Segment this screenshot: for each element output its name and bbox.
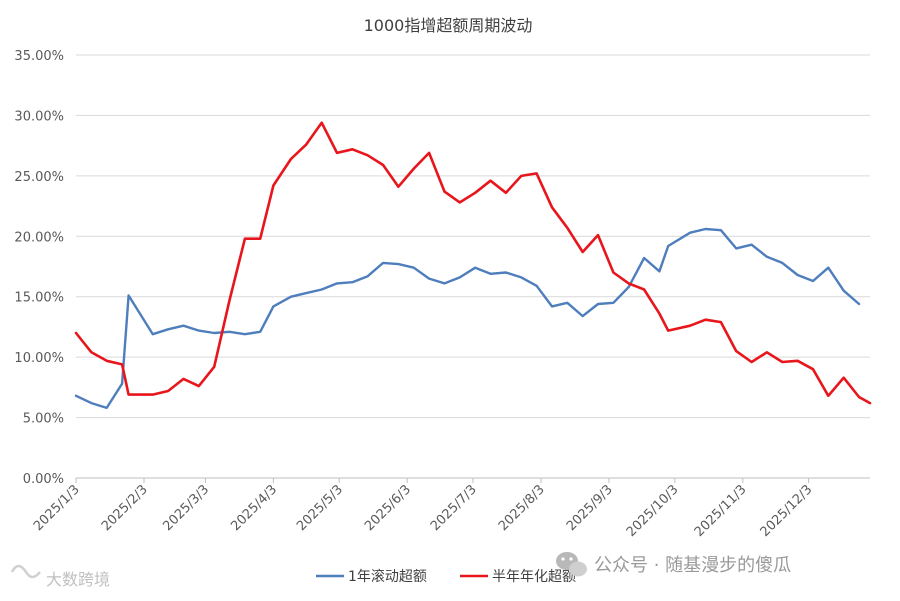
x-tick-label: 2025/2/3 [99,482,151,534]
x-tick-label: 2025/10/3 [624,482,682,540]
y-tick-label: 5.00% [23,412,64,427]
x-tick-label: 2025/9/3 [564,482,616,534]
axes: 0.00% 5.00% 10.00% 15.00% 20.00% 25.00% 30.00%… [14,49,870,540]
y-tick-label: 0.00% [23,472,64,487]
series-line-2 [74,121,872,405]
legend-label-2: 半年年化超额 [492,569,576,585]
x-tick-label: 2025/8/3 [496,482,548,534]
x-tick-label: 2025/7/3 [428,482,480,534]
x-tick-label: 2025/6/3 [362,482,414,534]
corner-logo-icon [10,564,41,579]
wechat-watermark-text: 公众号 · 随基漫步的傻瓜 [594,555,791,576]
series-line-1 [74,227,861,410]
watermark: 公众号 · 随基漫步的傻瓜 大数跨境 [10,552,791,589]
y-tick-label: 30.00% [14,109,64,124]
x-tick-label: 2025/11/3 [692,482,750,540]
x-tick-label: 2025/3/3 [160,482,212,534]
gridlines [76,54,870,419]
legend-label-1: 1年滚动超额 [348,568,427,585]
y-tick-label: 20.00% [14,230,64,245]
x-tick-label: 2025/4/3 [228,482,280,534]
x-tick-label: 2025/12/3 [758,482,816,540]
series-lines [74,121,872,410]
x-tick-label: 2025/1/3 [31,482,83,534]
legend: 1年滚动超额 半年年化超额 [316,568,576,585]
y-tick-label: 10.00% [14,351,64,366]
y-tick-label: 25.00% [14,170,64,185]
y-tick-label: 35.00% [14,49,64,64]
chart-title: 1000指增超额周期波动 [364,16,533,35]
x-tick-label: 2025/5/3 [294,482,346,534]
wechat-icon [556,552,587,577]
corner-watermark-text: 大数跨境 [46,570,110,589]
y-tick-label: 15.00% [14,291,64,306]
